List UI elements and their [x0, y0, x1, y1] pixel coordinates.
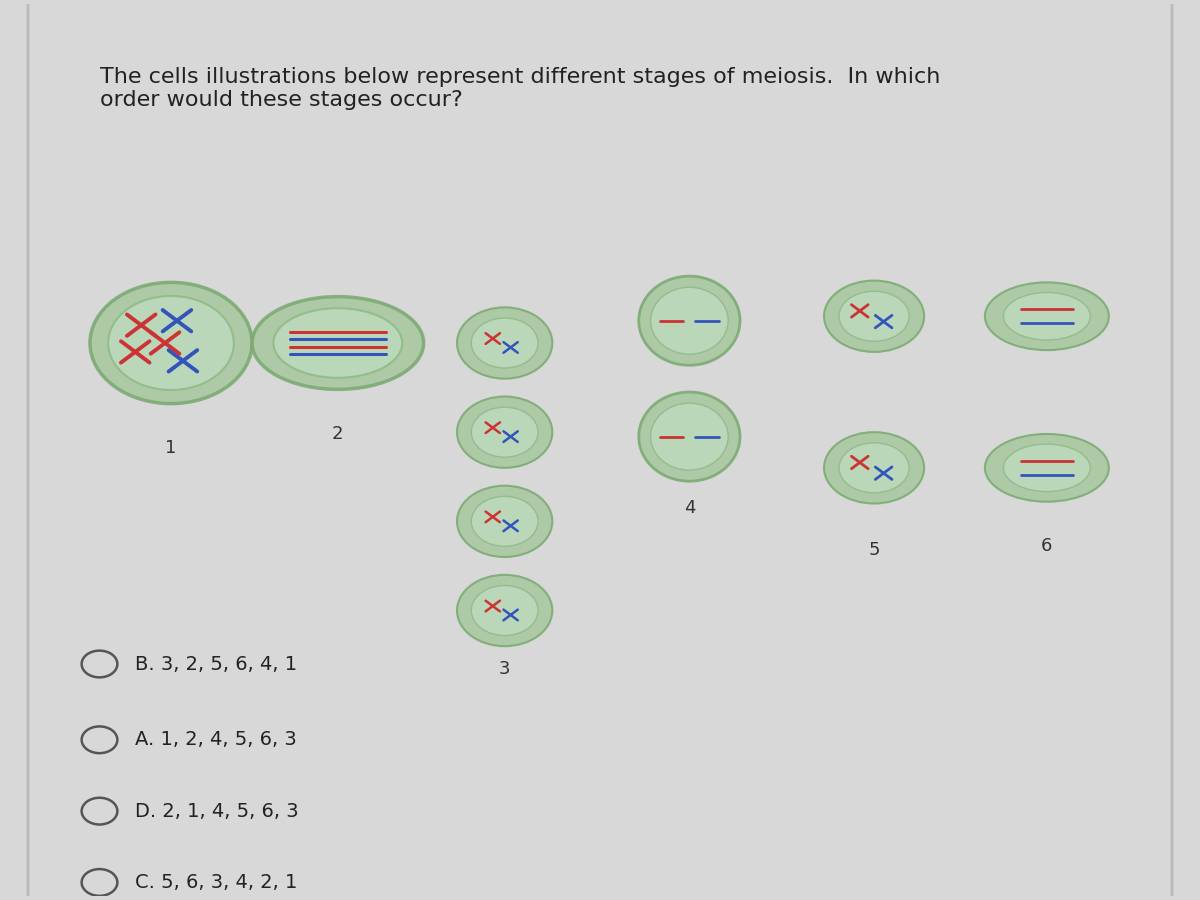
Ellipse shape	[650, 287, 728, 354]
Text: 1: 1	[166, 439, 176, 457]
Ellipse shape	[108, 296, 234, 390]
Ellipse shape	[638, 392, 740, 482]
Text: 4: 4	[684, 499, 695, 517]
Ellipse shape	[985, 434, 1109, 501]
Ellipse shape	[824, 432, 924, 503]
Text: A. 1, 2, 4, 5, 6, 3: A. 1, 2, 4, 5, 6, 3	[136, 730, 298, 750]
Ellipse shape	[839, 443, 910, 493]
Ellipse shape	[472, 318, 538, 368]
Text: D. 2, 1, 4, 5, 6, 3: D. 2, 1, 4, 5, 6, 3	[136, 802, 299, 821]
Ellipse shape	[839, 292, 910, 341]
Ellipse shape	[638, 276, 740, 365]
Ellipse shape	[824, 281, 924, 352]
Ellipse shape	[650, 403, 728, 470]
Ellipse shape	[1003, 444, 1091, 491]
Text: 6: 6	[1042, 537, 1052, 555]
Ellipse shape	[252, 297, 424, 390]
Ellipse shape	[274, 308, 402, 378]
Text: The cells illustrations below represent different stages of meiosis.  In which
o: The cells illustrations below represent …	[100, 67, 940, 110]
Ellipse shape	[457, 307, 552, 379]
Text: 3: 3	[499, 660, 510, 678]
Ellipse shape	[472, 586, 538, 635]
Ellipse shape	[985, 283, 1109, 350]
Text: 2: 2	[332, 425, 343, 443]
Ellipse shape	[457, 486, 552, 557]
Text: 5: 5	[869, 541, 880, 559]
Ellipse shape	[472, 497, 538, 546]
Ellipse shape	[457, 397, 552, 468]
Ellipse shape	[1003, 292, 1091, 340]
Text: B. 3, 2, 5, 6, 4, 1: B. 3, 2, 5, 6, 4, 1	[136, 654, 298, 673]
Text: C. 5, 6, 3, 4, 2, 1: C. 5, 6, 3, 4, 2, 1	[136, 873, 298, 892]
Ellipse shape	[90, 283, 252, 403]
Ellipse shape	[457, 575, 552, 646]
Ellipse shape	[472, 407, 538, 457]
